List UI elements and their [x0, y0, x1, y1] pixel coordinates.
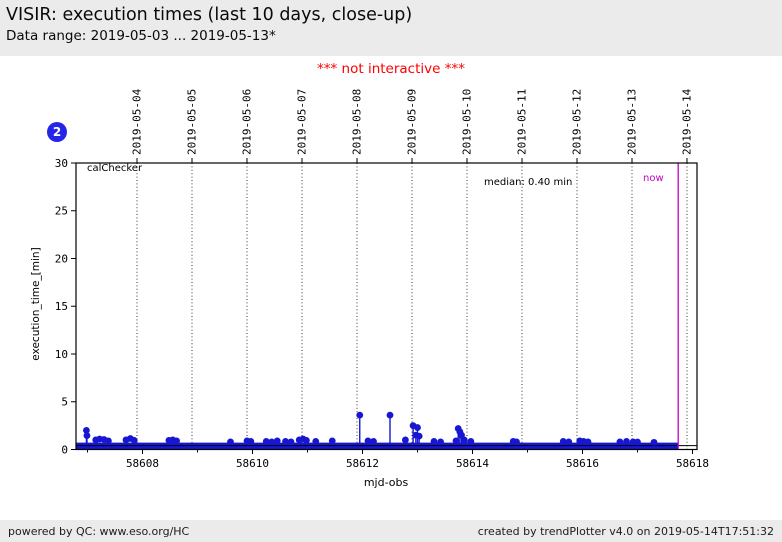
date-tick-label: 2019-05-07: [296, 89, 309, 155]
data-point: [650, 438, 658, 446]
data-point: [282, 437, 289, 445]
data-point: [460, 436, 468, 444]
data-point: [584, 438, 592, 446]
x-tick-label: 58616: [566, 457, 599, 470]
page-header: VISIR: execution times (last 10 days, cl…: [0, 0, 782, 56]
data-point: [83, 432, 91, 440]
data-point: [262, 437, 270, 445]
y-tick-label: 10: [55, 348, 68, 361]
y-tick-label: 25: [55, 205, 68, 218]
data-point: [105, 437, 112, 445]
date-tick-label: 2019-05-08: [351, 89, 364, 155]
data-point: [370, 437, 377, 445]
data-point: [268, 438, 276, 446]
data-point: [130, 437, 138, 444]
data-point: [173, 437, 181, 445]
data-point: [616, 438, 624, 446]
data-point: [312, 437, 320, 445]
x-tick-label: 58612: [346, 457, 379, 470]
data-point: [356, 411, 364, 419]
series-label: calChecker: [87, 163, 143, 174]
y-tick-label: 15: [55, 300, 68, 313]
median-value-label: median: 0.40 min: [484, 177, 573, 188]
y-tick-label: 0: [61, 443, 68, 456]
data-point: [437, 438, 444, 446]
date-tick-label: 2019-05-06: [241, 89, 254, 155]
x-tick-label: 58610: [236, 457, 269, 470]
x-axis-title: mjd-obs: [363, 476, 409, 489]
data-point: [273, 437, 281, 445]
data-point: [623, 437, 630, 445]
x-tick-label: 58608: [126, 457, 159, 470]
now-label: now: [643, 173, 664, 184]
x-tick-label: 58614: [456, 457, 489, 470]
data-point: [415, 432, 423, 440]
date-tick-label: 2019-05-11: [516, 89, 529, 155]
data-point: [303, 437, 310, 444]
date-tick-label: 2019-05-09: [406, 89, 419, 155]
date-tick-label: 2019-05-14: [681, 88, 694, 155]
date-tick-label: 2019-05-05: [186, 89, 199, 155]
y-tick-label: 30: [55, 157, 68, 170]
plot-index-badge[interactable]: 2: [47, 122, 67, 142]
y-axis-title: execution_time_[min]: [30, 247, 42, 361]
page-title: VISIR: execution times (last 10 days, cl…: [6, 5, 413, 25]
data-point: [414, 424, 421, 431]
data-range-subtitle: Data range: 2019-05-03 ... 2019-05-13*: [6, 28, 276, 44]
date-tick-label: 2019-05-04: [131, 88, 144, 155]
data-point: [364, 437, 372, 445]
data-point: [83, 427, 90, 434]
page-footer: powered by QC: www.eso.org/HC created by…: [0, 520, 782, 542]
data-point: [227, 438, 234, 446]
data-point: [559, 437, 567, 445]
data-point: [467, 437, 475, 445]
y-tick-label: 20: [55, 252, 68, 265]
data-point: [513, 438, 520, 446]
footer-created-by: created by trendPlotter v4.0 on 2019-05-…: [477, 524, 774, 538]
date-tick-label: 2019-05-13: [626, 89, 639, 155]
data-point: [634, 438, 641, 446]
y-tick-label: 5: [61, 396, 68, 409]
plot-figure: *** not interactive *** 2 2019-05-04 2019…: [0, 56, 782, 520]
date-tick-label: 2019-05-12: [571, 89, 584, 155]
execution-time-chart: 2019-05-04 2019-05-05 2019-05-06 2019-05-07…: [55, 88, 709, 470]
not-interactive-note: *** not interactive ***: [317, 61, 465, 77]
data-point: [430, 437, 438, 445]
data-point: [402, 436, 409, 444]
data-point: [328, 437, 336, 445]
data-point: [247, 437, 255, 445]
data-point: [565, 438, 573, 446]
plot-box: [75, 162, 698, 451]
data-point: [386, 411, 394, 419]
footer-powered-by[interactable]: powered by QC: www.eso.org/HC: [8, 524, 190, 538]
date-tick-label: 2019-05-10: [461, 89, 474, 155]
data-point: [287, 438, 295, 446]
x-tick-label: 58618: [676, 457, 709, 470]
